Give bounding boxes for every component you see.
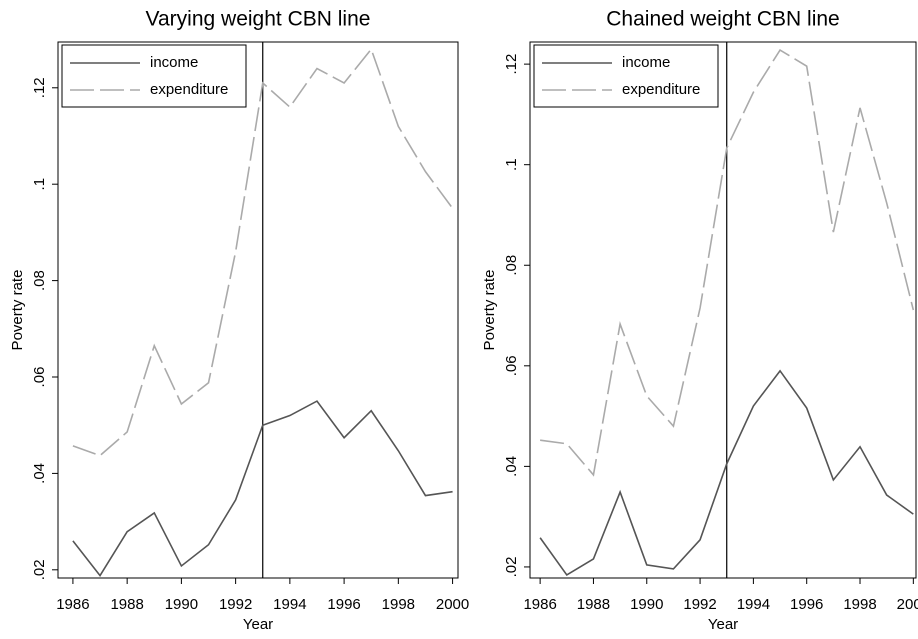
y-axis-title: Poverty rate [9, 270, 26, 351]
y-tick-label: .1 [503, 158, 520, 171]
y-tick-label: .06 [503, 355, 520, 376]
x-tick-label: 1992 [219, 596, 252, 613]
legend-label: income [622, 54, 670, 71]
legend-label: expenditure [150, 81, 228, 98]
chart-title: Varying weight CBN line [146, 8, 371, 31]
data-line [72, 47, 454, 457]
legend-label: expenditure [622, 81, 700, 98]
x-axis-title: Year [243, 616, 273, 633]
plot-area [529, 41, 917, 579]
x-tick-label: 1988 [577, 596, 610, 613]
x-tick-label: 1986 [56, 596, 89, 613]
x-tick-label: 1994 [737, 596, 770, 613]
x-tick-label: 1998 [382, 596, 415, 613]
x-tick-label: 1986 [523, 596, 556, 613]
legend-label: income [150, 54, 198, 71]
chart-title: Chained weight CBN line [606, 8, 839, 31]
y-axis-title: Poverty rate [481, 270, 498, 351]
legend [61, 44, 247, 108]
y-tick-label: .02 [503, 557, 520, 578]
x-tick-label: 1990 [630, 596, 663, 613]
y-tick-label: .08 [31, 270, 48, 291]
x-tick-label: 1994 [273, 596, 306, 613]
x-tick-label: 2000 [436, 596, 469, 613]
x-tick-label: 1988 [110, 596, 143, 613]
legend [533, 44, 719, 108]
data-line [539, 369, 914, 577]
x-axis-title: Year [708, 616, 738, 633]
y-tick-label: .04 [31, 463, 48, 484]
x-tick-label: 1992 [683, 596, 716, 613]
y-tick-label: .04 [503, 456, 520, 477]
x-tick-label: 1990 [165, 596, 198, 613]
y-tick-label: .06 [31, 367, 48, 388]
x-tick-label: 2000 [897, 596, 918, 613]
x-tick-label: 1998 [843, 596, 876, 613]
y-tick-label: .12 [503, 54, 520, 75]
y-tick-label: .02 [31, 559, 48, 580]
y-tick-label: .08 [503, 255, 520, 276]
x-tick-label: 1996 [327, 596, 360, 613]
plot-area [57, 41, 459, 579]
data-line [72, 400, 453, 577]
y-tick-label: .12 [31, 77, 48, 98]
data-line [540, 48, 915, 477]
x-tick-label: 1996 [790, 596, 823, 613]
y-tick-label: .1 [31, 178, 48, 191]
